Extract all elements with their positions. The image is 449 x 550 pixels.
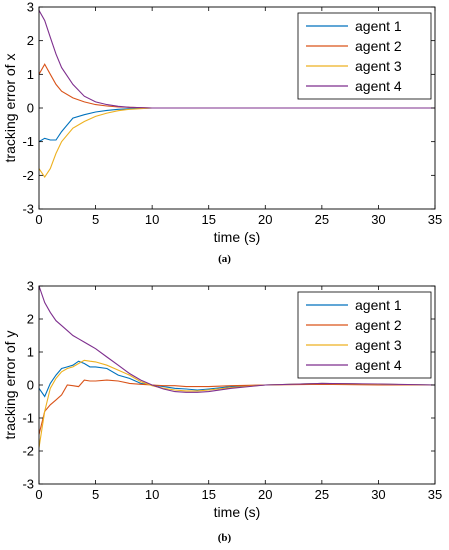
x-tick-label-a: 20: [258, 212, 272, 227]
y-tick-label-b: 0: [27, 378, 34, 393]
x-tick-label-b: 35: [428, 487, 442, 502]
legend-label-b-agent-2: agent 2: [355, 317, 402, 333]
series-line-b-agent-1: [39, 360, 435, 398]
x-tick-label-b: 20: [258, 487, 272, 502]
y-tick-label-a: 0: [27, 101, 34, 116]
legend-box-a: [297, 12, 432, 100]
y-tick-label-a: 3: [27, 0, 34, 15]
legend-box-b: [297, 291, 432, 379]
x-tick-label-a: 25: [315, 212, 329, 227]
legend-label-a-agent-1: agent 1: [355, 18, 402, 34]
legend-label-a-agent-2: agent 2: [355, 38, 402, 54]
y-tick-label-a: 1: [27, 67, 34, 82]
legend-label-b-agent-1: agent 1: [355, 297, 402, 313]
series-line-b-agent-2: [39, 379, 435, 435]
x-axis-label-b: time (s): [214, 504, 261, 520]
x-tick-label-a: 30: [371, 212, 385, 227]
x-tick-label-b: 15: [201, 487, 215, 502]
chart-panel-a: 0 5 10 15 20 25 30 35 -3 -2 -1 0 1 2 3 time (s) tracking…: [2, 0, 442, 245]
chart-panel-b: 0 5 10 15 20 25 30 35 -3 -2 -1 0 1 2 3 time (s) tracking…: [2, 279, 442, 521]
x-tick-label-a: 10: [145, 212, 159, 227]
y-tick-label-a: -1: [22, 134, 34, 149]
x-tick-label-b: 30: [371, 487, 385, 502]
x-tick-label-b: 25: [315, 487, 329, 502]
y-tick-label-b: 1: [27, 345, 34, 360]
y-tick-label-b: 3: [27, 279, 34, 294]
legend-label-a-agent-3: agent 3: [355, 58, 402, 74]
y-tick-label-a: 2: [27, 33, 34, 48]
y-axis-label-b: tracking error of y: [2, 331, 18, 440]
x-tick-label-a: 0: [35, 212, 42, 227]
y-tick-label-b: -3: [22, 477, 34, 492]
x-tick-label-b: 10: [145, 487, 159, 502]
y-axis-label-a: tracking error of x: [2, 54, 18, 163]
legend-label-b-agent-4: agent 4: [355, 357, 402, 373]
series-line-a-agent-4: [39, 10, 435, 109]
series-line-b-agent-3: [39, 359, 435, 448]
legend-label-b-agent-3: agent 3: [355, 337, 402, 353]
x-tick-label-b: 0: [35, 487, 42, 502]
panel-caption-a: (a): [218, 253, 231, 265]
series-line-b-agent-4: [39, 286, 435, 393]
panel-caption-b: (b): [217, 532, 232, 544]
x-tick-label-a: 15: [201, 212, 215, 227]
x-tick-label-b: 5: [92, 487, 99, 502]
legend-label-a-agent-4: agent 4: [355, 78, 402, 94]
x-axis-label-a: time (s): [214, 229, 261, 245]
y-tick-label-b: -1: [22, 411, 34, 426]
x-tick-label-a: 35: [428, 212, 442, 227]
y-tick-label-b: 2: [27, 312, 34, 327]
y-tick-label-a: -2: [22, 168, 34, 183]
x-tick-label-a: 5: [92, 212, 99, 227]
y-tick-label-a: -3: [22, 202, 34, 217]
y-tick-label-b: -2: [22, 444, 34, 459]
